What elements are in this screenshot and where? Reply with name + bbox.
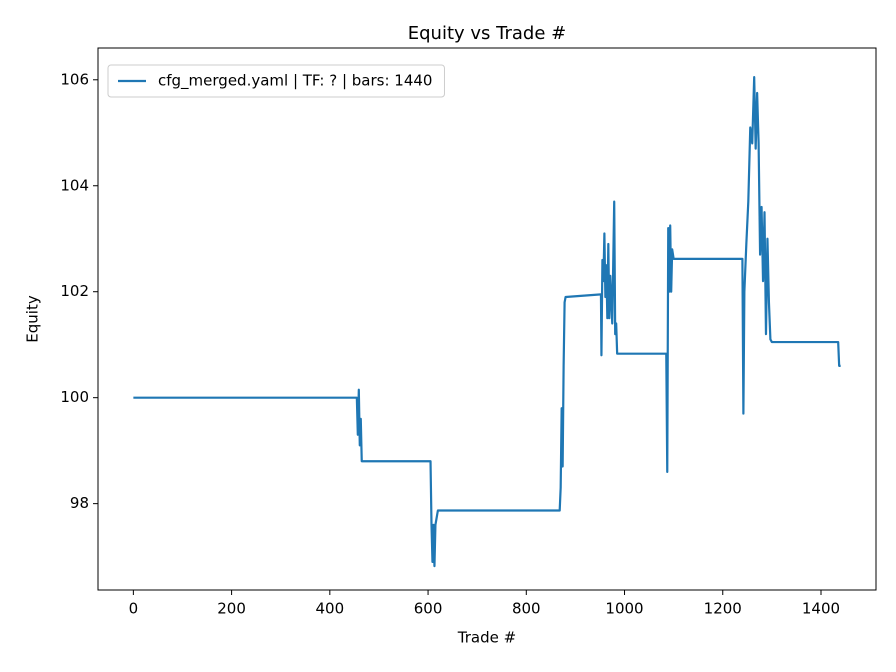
x-tick-label: 800 [512, 600, 541, 618]
y-tick-label: 104 [60, 176, 89, 194]
chart-title: Equity vs Trade # [408, 23, 566, 44]
series-line [133, 76, 841, 568]
y-tick-label: 98 [70, 494, 89, 512]
x-tick-label: 1000 [605, 600, 643, 618]
axes-frame [97, 47, 877, 591]
x-axis-label: Trade # [457, 629, 516, 647]
y-axis-label: Equity [24, 295, 42, 343]
x-tick-label: 1400 [802, 600, 840, 618]
x-tick-label: 200 [217, 600, 246, 618]
x-tick-label: 0 [129, 600, 139, 618]
x-tick-label: 600 [414, 600, 443, 618]
legend-label: cfg_merged.yaml | TF: ? | bars: 1440 [158, 72, 432, 91]
x-tick-label: 1200 [704, 600, 742, 618]
x-tick-label: 400 [316, 600, 345, 618]
legend: cfg_merged.yaml | TF: ? | bars: 1440 [107, 64, 445, 98]
legend-box [107, 64, 445, 98]
y-tick-label: 102 [60, 282, 89, 300]
y-tick-label: 100 [60, 388, 89, 406]
y-tick-label: 106 [60, 70, 89, 88]
